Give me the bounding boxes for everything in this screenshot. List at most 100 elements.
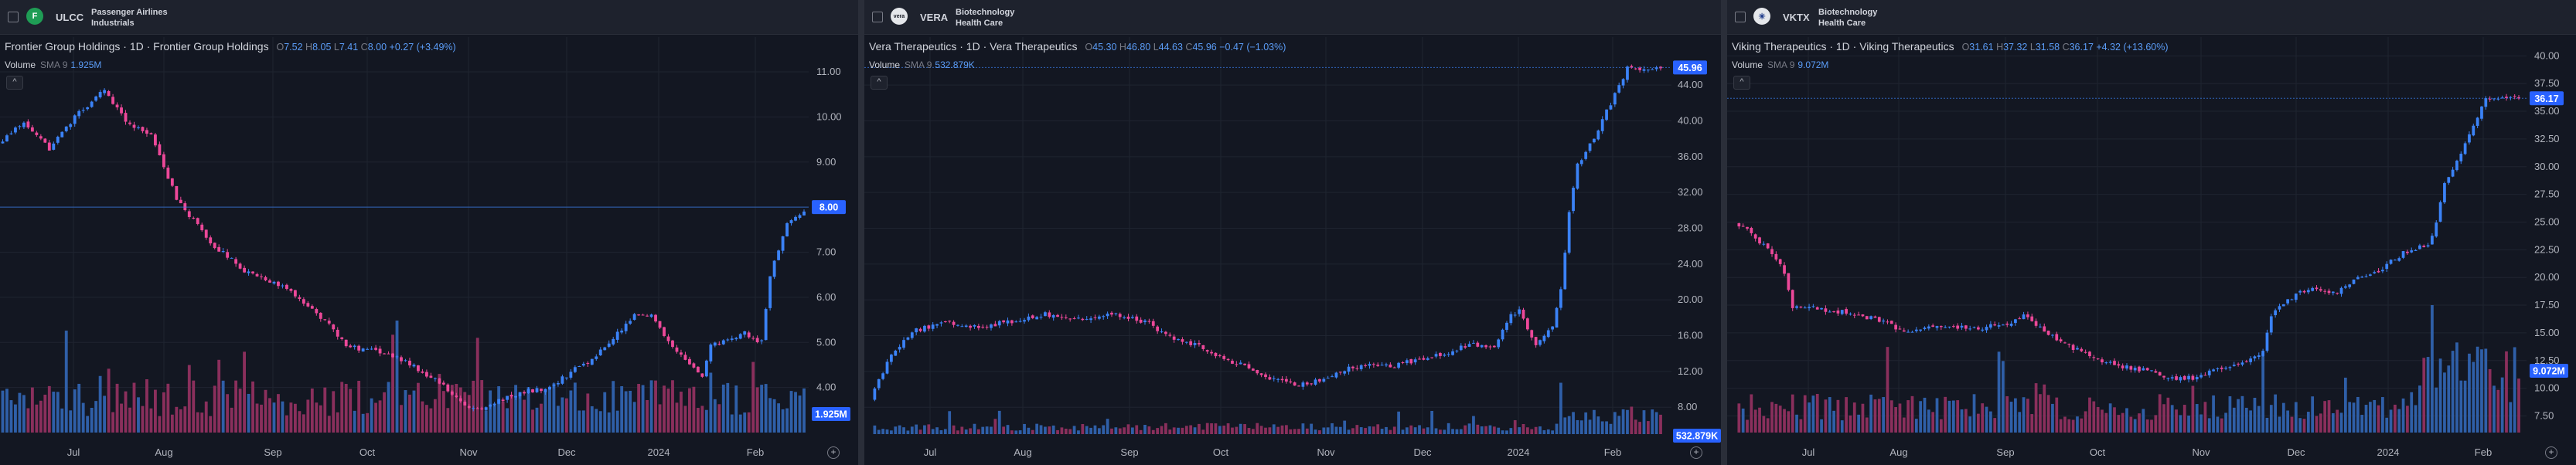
volume-bar [1376, 424, 1380, 434]
volume-bar [162, 392, 165, 433]
volume-bar [1189, 425, 1193, 434]
y-tick-label: 17.50 [2534, 299, 2560, 311]
volume-bar [1497, 427, 1501, 434]
collapse-legend-button[interactable]: ^ [6, 76, 23, 90]
price-chart-ulcc[interactable]: 4.00 5.00 6.00 7.00 8.00 9.00 10.00 11.00 Jul Aug… [0, 0, 858, 465]
candle-body [1914, 329, 1918, 331]
price-chart-vktx[interactable]: 7.50 10.00 12.50 15.00 17.50 20.00 22.50 25.00 2… [1727, 0, 2576, 465]
candle-body [671, 340, 674, 348]
volume-bar [663, 385, 666, 433]
high-label: H [1996, 42, 2004, 53]
volume-bar [302, 414, 305, 433]
candle-body [1359, 365, 1363, 369]
candle-body [976, 325, 980, 328]
add-plus-icon[interactable]: + [2545, 446, 2557, 459]
x-tick-label: Oct [1213, 446, 1229, 458]
candle-body [1617, 85, 1621, 93]
candle-body [2170, 377, 2174, 378]
candle-body [1530, 330, 1534, 338]
volume-bar [1787, 411, 1791, 433]
select-checkbox[interactable] [872, 12, 883, 22]
candle-body [1247, 364, 1251, 368]
ticker-symbol[interactable]: VERA [920, 12, 949, 23]
volume-bar [446, 408, 450, 433]
close-label: C [2062, 42, 2070, 53]
volume-bar [475, 338, 479, 433]
legend-title[interactable]: Viking Therapeutics · 1D · Viking Therap… [1732, 40, 1954, 53]
candle-body [162, 154, 165, 168]
candle-body [497, 399, 501, 404]
y-tick-label: 35.00 [2534, 105, 2560, 117]
legend-title[interactable]: Vera Therapeutics · 1D · Vera Therapeuti… [869, 40, 1078, 53]
volume-bar [2014, 398, 2017, 433]
candle-body [590, 358, 594, 365]
volume-bar [1135, 425, 1139, 434]
volume-bar [1778, 406, 1782, 433]
volume-bar [77, 383, 81, 433]
candle-body [1280, 378, 1284, 381]
y-tick-label: 12.50 [2534, 355, 2560, 366]
candle-body [802, 211, 806, 216]
add-plus-icon[interactable]: + [827, 446, 840, 459]
volume-bar [721, 384, 725, 433]
candle-body [2232, 365, 2236, 366]
x-tick-label: Dec [2287, 446, 2305, 458]
legend-title[interactable]: Frontier Group Holdings · 1D · Frontier … [5, 40, 269, 53]
panel-divider[interactable] [858, 0, 864, 465]
volume-tag [2530, 364, 2568, 378]
volume-bar [226, 394, 230, 433]
candle-body [2397, 258, 2401, 261]
chart-panel-vktx[interactable]: 7.50 10.00 12.50 15.00 17.50 20.00 22.50 25.00 2… [1727, 0, 2576, 465]
candle-body [2493, 98, 2496, 100]
volume-bar [1572, 412, 1575, 434]
volume-bar [1218, 426, 1222, 434]
candle-body [2154, 371, 2158, 373]
volume-bar [238, 389, 242, 433]
volume-label[interactable]: Volume [869, 59, 901, 70]
candle-body [2336, 293, 2339, 294]
volume-bar [1467, 423, 1471, 434]
volume-bar [713, 399, 717, 433]
volume-bar [2369, 402, 2372, 433]
volume-bar [315, 402, 319, 433]
ticker-symbol[interactable]: VKTX [1783, 12, 1810, 23]
volume-bar [306, 399, 310, 433]
close-value: 36.17 [2069, 42, 2094, 53]
volume-label[interactable]: Volume [5, 59, 36, 70]
candle-body [1044, 312, 1047, 317]
candle-body [39, 136, 43, 139]
candle-body [378, 348, 382, 354]
collapse-legend-button[interactable]: ^ [1733, 76, 1750, 90]
panel-divider[interactable] [1721, 0, 1727, 465]
candle-body [1513, 314, 1517, 316]
chart-panel-ulcc[interactable]: 4.00 5.00 6.00 7.00 8.00 9.00 10.00 11.00 Jul Aug… [0, 0, 858, 465]
volume-bar [1446, 423, 1450, 434]
volume-bar [2101, 409, 2104, 433]
volume-bar [1811, 395, 1815, 433]
volume-bar [158, 416, 162, 433]
candle-body [2121, 365, 2125, 368]
candle-body [1256, 370, 1259, 374]
volume-label[interactable]: Volume [1732, 59, 1763, 70]
volume-bar [2513, 347, 2516, 433]
volume-bar [1168, 429, 1172, 434]
price-chart-vera[interactable]: 8.00 12.00 16.00 20.00 24.00 28.00 32.00 36.00 4… [864, 0, 1721, 465]
candle-body [1931, 325, 1935, 327]
candle-body [158, 144, 162, 156]
candle-body [540, 389, 543, 392]
volume-bar [730, 414, 734, 433]
add-plus-icon[interactable]: + [1690, 446, 1702, 459]
select-checkbox[interactable] [1735, 12, 1746, 22]
candle-body [2488, 98, 2492, 100]
candle-body [2377, 270, 2380, 273]
candle-body [1376, 365, 1380, 366]
volume-bar [366, 412, 370, 433]
candle-body [1081, 318, 1085, 321]
volume-bar [2269, 405, 2273, 433]
collapse-legend-button[interactable]: ^ [871, 76, 888, 90]
candle-body [1226, 358, 1230, 361]
ticker-symbol[interactable]: ULCC [56, 12, 84, 23]
vera-logo-icon: vera [891, 8, 908, 25]
select-checkbox[interactable] [8, 12, 19, 22]
chart-panel-vera[interactable]: 8.00 12.00 16.00 20.00 24.00 28.00 32.00 36.00 4… [864, 0, 1721, 465]
